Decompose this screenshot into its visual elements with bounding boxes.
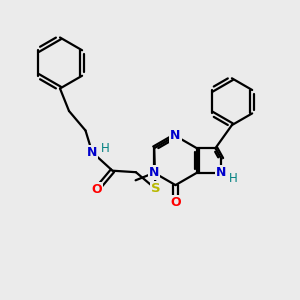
Text: N: N <box>216 166 226 179</box>
Text: O: O <box>170 196 181 209</box>
Text: H: H <box>101 142 110 155</box>
Text: S: S <box>151 182 160 195</box>
Text: N: N <box>170 129 181 142</box>
Text: N: N <box>87 146 97 159</box>
Text: O: O <box>92 183 102 196</box>
Text: H: H <box>228 172 237 185</box>
Text: N: N <box>149 166 159 179</box>
